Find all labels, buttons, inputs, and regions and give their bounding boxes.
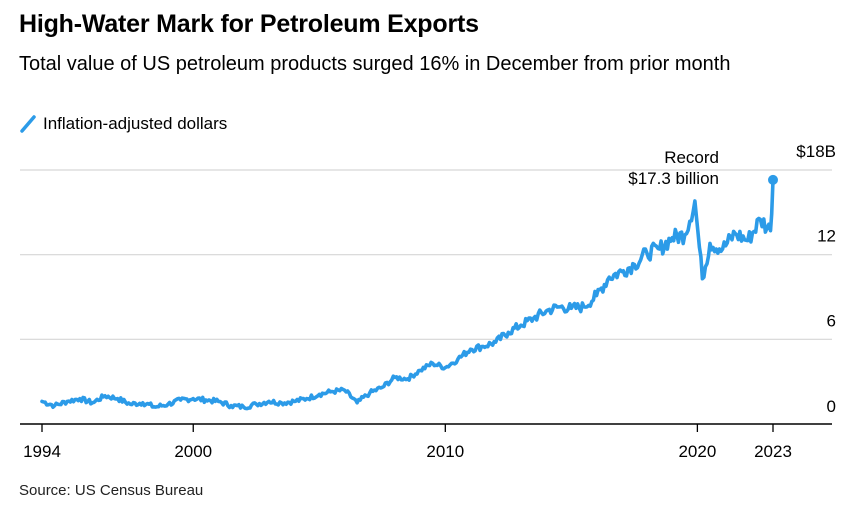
y-tick-label-0: 0 [827,397,836,416]
x-tick-label-2010: 2010 [426,442,464,461]
x-tick-label-1994: 1994 [23,442,61,461]
record-point [768,174,778,185]
series-layer [40,174,778,411]
chart-legend: Inflation-adjusted dollars [19,114,227,134]
x-tick-label-2020: 2020 [678,442,716,461]
annotation-record-label: Record [664,148,719,167]
series-line-inflation-adjusted [40,178,775,411]
legend-label: Inflation-adjusted dollars [43,114,228,133]
y-tick-label-6: 6 [827,311,836,330]
record-annotation: Record $17.3 billion [628,148,719,188]
y-tick-label-18: $18B [796,142,836,161]
legend-line-icon [20,115,36,133]
x-tick-label-2000: 2000 [174,442,212,461]
source-note: Source: US Census Bureau [19,482,204,499]
y-axis-tick-labels: 0 6 12 $18B [796,142,836,416]
y-tick-label-12: 12 [817,227,836,246]
chart-subtitle: Total value of US petroleum products sur… [19,53,731,75]
annotation-record-value: $17.3 billion [628,169,719,188]
x-tick-label-2023: 2023 [754,442,792,461]
gridlines [20,169,832,340]
chart-title: High-Water Mark for Petroleum Exports [19,10,479,38]
x-axis-ticks: 1994 2000 2010 2020 2023 [23,424,792,461]
